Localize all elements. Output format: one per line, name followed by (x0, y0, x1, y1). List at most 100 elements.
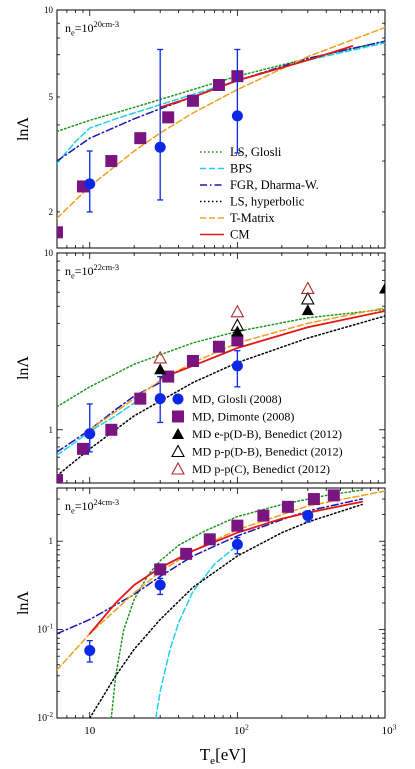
point-md-dimonte-2008 (154, 563, 167, 576)
legend-label: T-Matrix (230, 211, 275, 225)
legend-marker (172, 393, 184, 405)
series-cm (88, 500, 363, 635)
point-md-p-p-c-benedict-2012 (300, 281, 315, 295)
point-md-p-p-d-b-benedict-2012 (230, 318, 245, 331)
point-md-dimonte-2008 (180, 547, 193, 560)
density-label: ne=1022cm-3 (65, 263, 119, 280)
point-md-dimonte-2008 (203, 533, 216, 546)
point-md-e-p-d-b-benedict-2012 (231, 325, 244, 337)
point-md-dimonte-2008 (134, 392, 147, 405)
legend-label: CM (230, 228, 249, 242)
point-md-e-p-d-b-benedict-2012 (301, 304, 314, 316)
point-md-dimonte-2008 (307, 493, 320, 506)
point-md-glosli-2008 (231, 538, 243, 550)
y-axis-label: lnΛ (15, 356, 32, 380)
legend-label: MD, Glosli (2008) (192, 392, 282, 406)
point-md-dimonte-2008 (212, 79, 225, 92)
point-md-glosli-2008 (154, 393, 166, 405)
point-md-glosli-2008 (84, 428, 96, 440)
point-md-dimonte-2008 (281, 500, 294, 513)
y-ticks (57, 252, 385, 484)
legend-label: MD p-p(D-B), Benedict (2012) (192, 445, 343, 459)
point-md-dimonte-2008 (327, 489, 340, 502)
point-md-glosli-2008 (84, 645, 96, 657)
panel-3: 10-2 10-1 1 lnΛ ne=1024cm-3 10 102 103 (15, 487, 397, 737)
point-md-dimonte-2008 (57, 226, 63, 239)
legend-marker (171, 444, 185, 458)
y-tick-label: 5 (49, 92, 54, 102)
series-bps (155, 544, 239, 718)
legend: MD, Glosli (2008) MD, Dimonte (2008) MD e-… (171, 392, 343, 476)
point-md-dimonte-2008 (134, 132, 147, 145)
legend-label: MD e-p(D-B), Benedict (2012) (192, 427, 342, 441)
point-md-glosli-2008 (231, 110, 243, 122)
point-md-e-p-d-b-benedict-2012 (154, 363, 167, 375)
series-cm (159, 310, 385, 380)
x-ticks (56, 253, 386, 483)
y-tick-label: 10-2 (37, 711, 53, 724)
x-tick-label: 10 (84, 725, 96, 737)
y-tick-label: 10 (44, 248, 54, 258)
series-ls-glosli (57, 308, 385, 408)
legend-marker (172, 428, 184, 439)
point-md-glosli-2008 (154, 141, 166, 153)
point-md-dimonte-2008 (162, 111, 175, 124)
point-md-p-p-c-benedict-2012 (153, 350, 168, 364)
plot-area (57, 26, 385, 239)
y-tick-label: 1 (49, 425, 54, 435)
series-t-matrix (57, 490, 385, 671)
point-md-dimonte-2008 (76, 442, 89, 455)
point-md-glosli-2008 (302, 510, 314, 522)
y-axis-label: lnΛ (15, 591, 32, 615)
point-md-dimonte-2008 (231, 519, 244, 532)
point-md-dimonte-2008 (257, 509, 270, 522)
x-tick-label: 103 (382, 723, 397, 737)
point-md-dimonte-2008 (186, 94, 199, 107)
legend-label: LS, hyperbolic (230, 195, 305, 209)
y-ticks (57, 9, 385, 213)
panel-frame (56, 252, 386, 484)
legend-label: LS, Glosli (230, 145, 282, 159)
point-md-p-p-d-b-benedict-2012 (300, 291, 315, 305)
point-md-dimonte-2008 (105, 155, 118, 168)
point-md-glosli-2008 (154, 579, 166, 591)
panel-frame (56, 487, 386, 719)
series-fgr-dharma-w (57, 381, 161, 453)
point-md-dimonte-2008 (212, 340, 225, 353)
x-ticks (56, 10, 386, 248)
point-md-glosli-2008 (231, 360, 243, 372)
series-t-matrix (57, 26, 385, 220)
point-md-dimonte-2008 (231, 334, 244, 347)
panel-2: 1 10 lnΛ ne=1022cm-3 MD, Glosli (2008) MD, Di… (15, 248, 386, 484)
legend-marker (171, 461, 185, 475)
series-ls-hyperbolic (89, 503, 363, 718)
point-md-dimonte-2008 (186, 354, 199, 367)
y-axis-label: lnΛ (15, 117, 32, 141)
legend-label: MD p-p(C), Benedict (2012) (192, 462, 330, 476)
point-md-e-p-d-b-benedict-2012 (379, 282, 385, 294)
x-tick-label: 102 (234, 723, 249, 737)
point-md-p-p-c-benedict-2012 (230, 304, 245, 318)
legend-label: BPS (230, 162, 252, 176)
y-tick-label: 10-1 (37, 623, 53, 636)
density-label: ne=1024cm-3 (65, 498, 119, 515)
point-md-dimonte-2008 (57, 473, 63, 483)
y-tick-label: 1 (49, 536, 54, 546)
legend-label: MD, Dimonte (2008) (192, 410, 294, 424)
density-label: ne=1020cm-3 (65, 20, 119, 37)
series-ls-glosli (110, 489, 363, 718)
panel-1: 2 5 10 lnΛ ne=1020cm-3 LS, Glosli BPS FGR, Dhar… (15, 5, 386, 249)
legend-marker (172, 410, 184, 423)
plot-area (57, 489, 385, 718)
y-ticks (57, 487, 385, 719)
point-md-glosli-2008 (84, 178, 96, 190)
point-md-dimonte-2008 (105, 423, 118, 436)
y-tick-label: 10 (44, 5, 54, 15)
legend-label: FGR, Dharma-W. (230, 178, 319, 192)
series-ls-hyperbolic (57, 315, 385, 477)
y-tick-label: 2 (49, 207, 54, 217)
x-axis-label: Te[eV] (200, 745, 246, 767)
x-tick-labels: 10 102 103 (84, 723, 396, 737)
plot-area (57, 281, 385, 483)
